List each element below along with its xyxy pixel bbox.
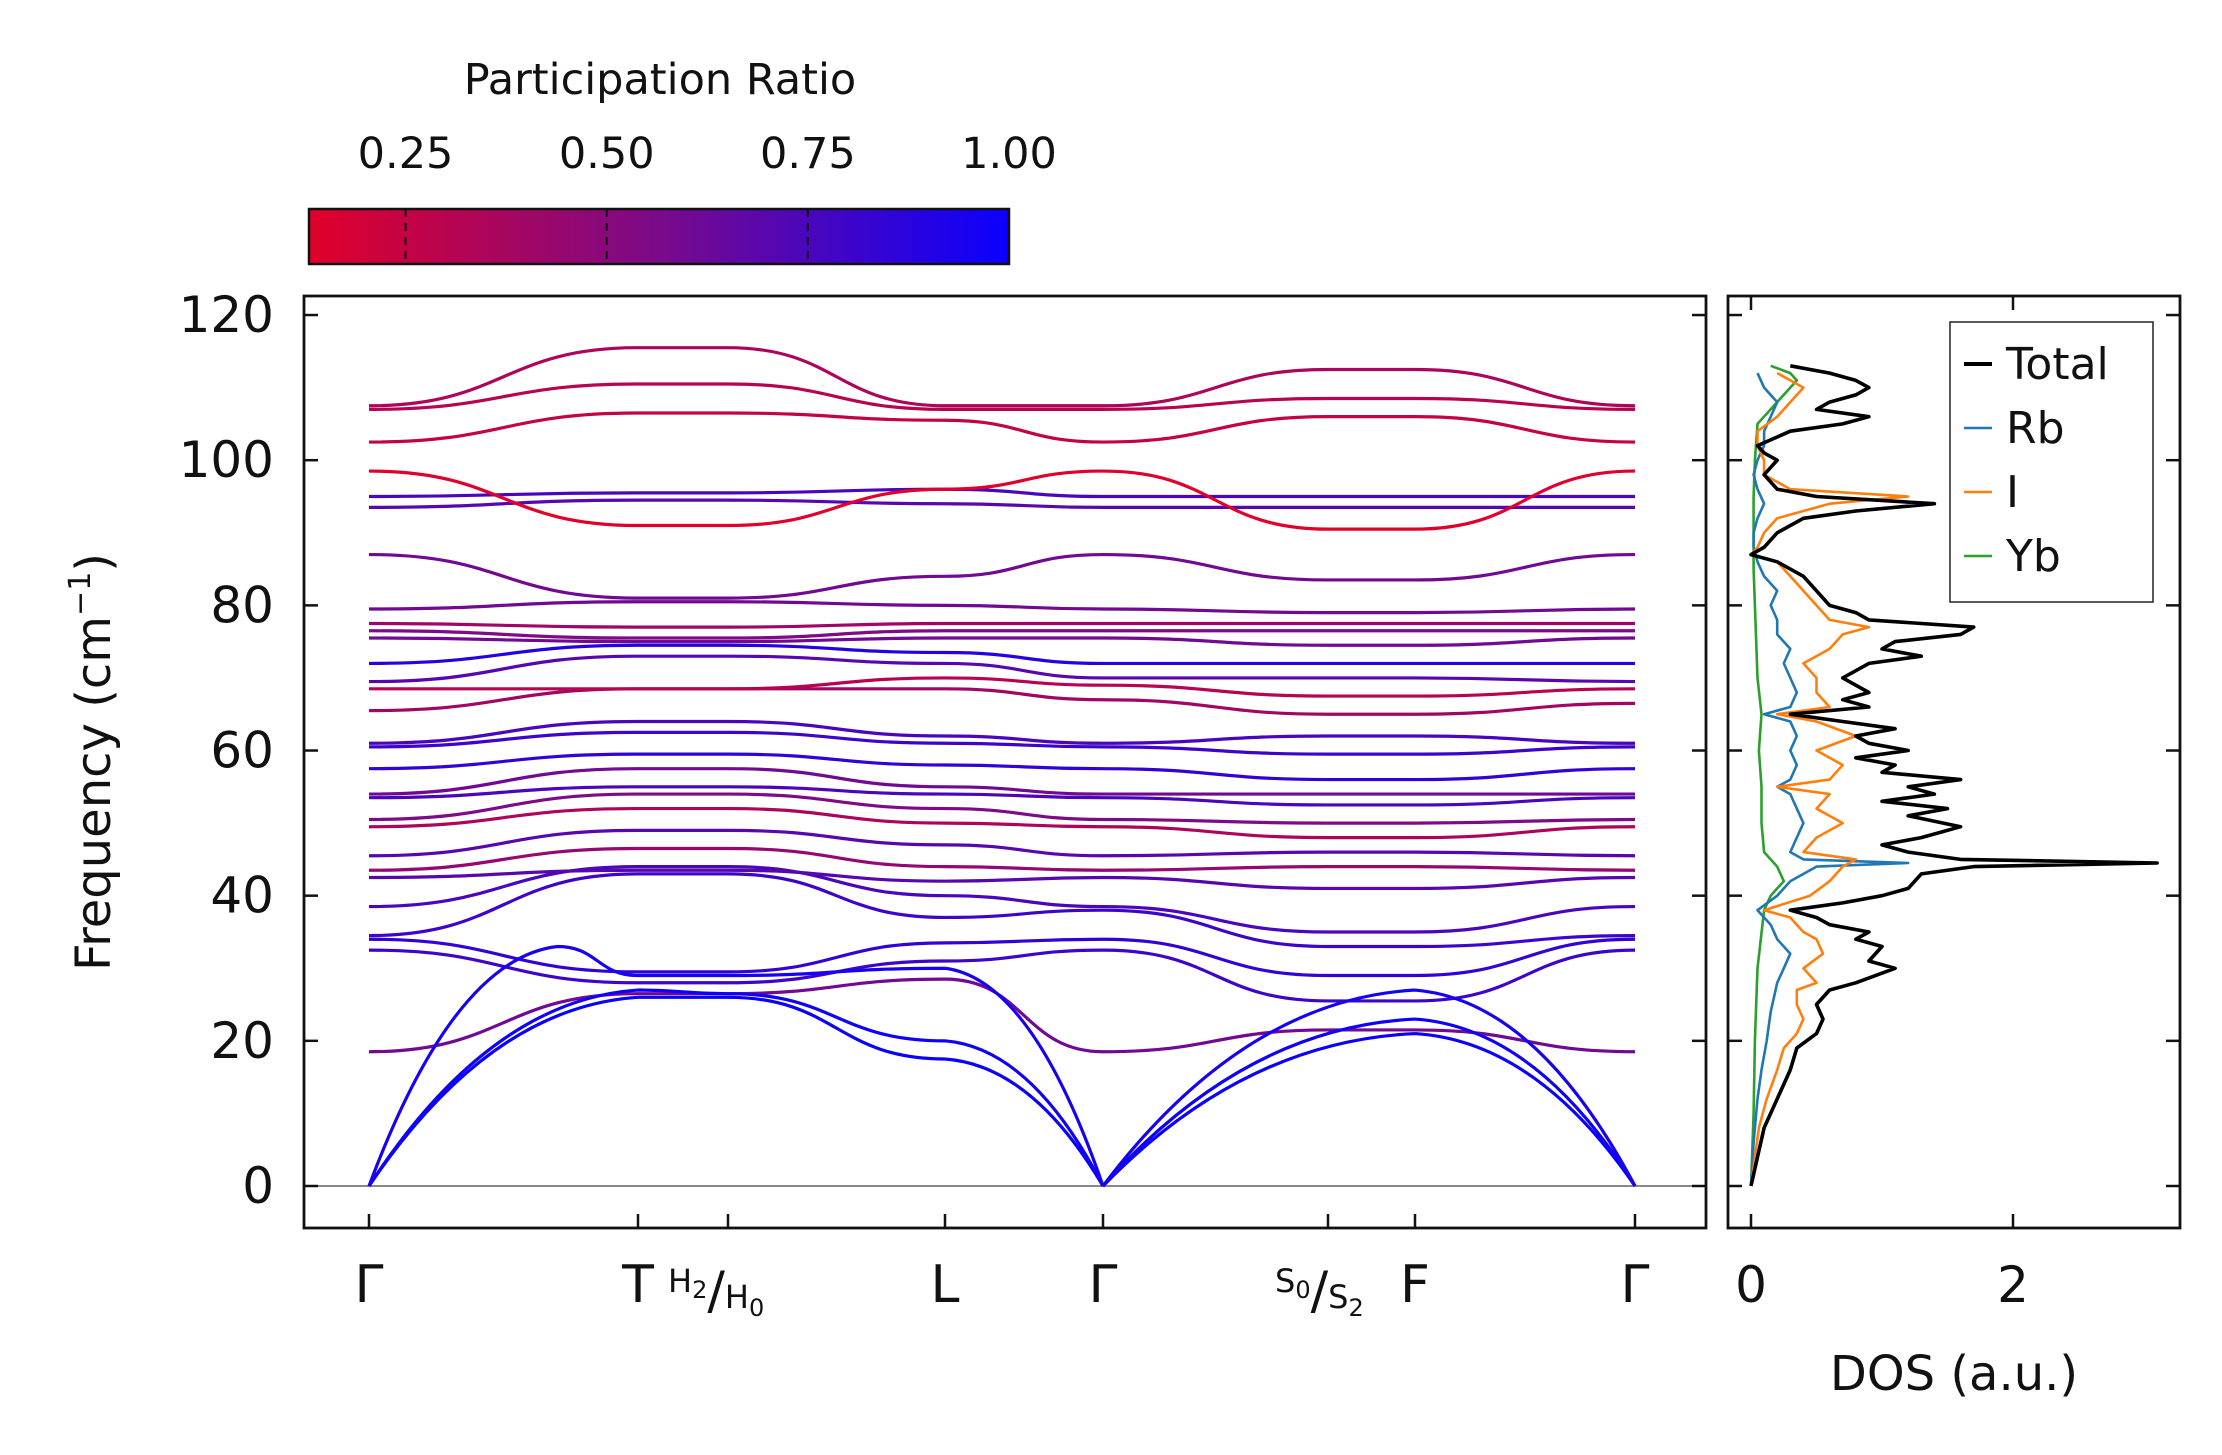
dos-tick-label: 2 [1997,1256,2029,1314]
optical-band [369,676,1636,698]
optical-band [368,687,1636,716]
optical-band [368,792,1636,825]
phonon-bands [367,346,1637,1188]
dos-axis-label: DOS (a.u.) [1830,1346,2078,1402]
band-frame [302,294,1708,1230]
optical-band [368,767,1635,796]
optical-band [368,785,1636,807]
optical-band [368,719,1636,745]
optical-band [368,865,1636,934]
optical-band [368,937,1636,978]
kpoint-ticks: Γ T H2/H0 L Γ F S0/S2 Γ [355,1214,1650,1322]
optical-band [368,636,1636,647]
colorbar-tick-label: 0.75 [760,129,856,179]
y-tick-label: 40 [210,867,274,925]
dos-line-yb [1749,364,1799,1187]
y-tick-label: 120 [179,286,274,344]
kpoint-pair-label: S0/S2 [1275,1261,1364,1322]
optical-band [368,411,1636,444]
optical-band [368,643,1635,666]
legend-items: Total Rb I Yb [1964,339,2109,582]
optical-band [368,552,1636,600]
acoustic-band [367,944,1637,1187]
dos-curves [1749,364,2159,1187]
optical-band [368,730,1636,756]
y-tick-label: 0 [242,1157,274,1215]
optical-band [368,487,1635,499]
legend: Total Rb I Yb [1949,321,2154,603]
dos-frame [1726,294,2182,1230]
dos-line-rb [1749,372,1910,1187]
optical-band [368,654,1636,684]
colorbar-gradient [307,207,1011,266]
legend-label: Yb [2005,531,2061,582]
acoustic-band [367,988,1637,1188]
kpoint-label: T [621,1255,654,1315]
optical-band [368,621,1635,629]
legend-label: Total [2005,339,2109,390]
kpoint-label: Γ [355,1255,384,1315]
frequency-axis-label: Frequency (cm−1) [63,553,122,971]
legend-label: Rb [2006,403,2065,454]
optical-band [368,600,1636,615]
optical-band [368,828,1636,858]
optical-band [368,977,1636,1054]
frequency-ticks: 0 20 40 60 80 100 120 [179,286,2180,1215]
y-tick-label: 100 [179,431,274,489]
kpoint-pair-label: H2/H0 [668,1261,764,1322]
optical-band [368,806,1636,840]
kpoint-label: F [1400,1255,1430,1315]
optical-band [368,846,1636,872]
y-tick-label: 80 [210,576,274,634]
dos-tick-label: 0 [1735,1256,1767,1314]
colorbar-tick-label: 0.50 [559,129,655,179]
legend-label: I [2006,467,2019,518]
optical-band [368,872,1636,949]
optical-band [368,382,1636,411]
colorbar-title: Participation Ratio [464,55,857,105]
acoustic-band [367,995,1637,1188]
dos-line-i [1749,371,1910,1187]
optical-band [368,346,1636,408]
optical-band [368,469,1636,531]
dos-line-total [1749,364,2159,1187]
optical-band [368,752,1636,782]
y-tick-label: 60 [210,722,274,780]
optical-band [368,629,1635,640]
kpoint-label: Γ [1621,1255,1650,1315]
kpoint-label: L [931,1255,960,1315]
y-tick-label: 20 [210,1012,274,1070]
colorbar-tick-label: 1.00 [961,129,1057,179]
optical-band [368,498,1635,509]
colorbar: Participation Ratio 0.25 0.50 0.75 1.00 [307,55,1057,266]
colorbar-tick-label: 0.25 [358,129,454,179]
optical-band [368,868,1636,891]
colorbar-ticks: 0.25 0.50 0.75 1.00 [358,129,1057,264]
kpoint-label: Γ [1089,1255,1118,1315]
